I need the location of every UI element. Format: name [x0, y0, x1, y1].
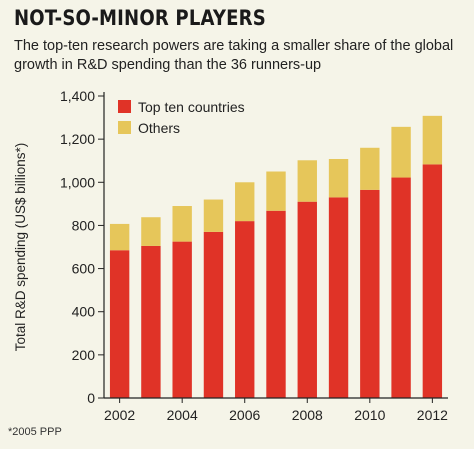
bar-top-ten-2009: [328, 197, 349, 398]
bar-top-ten-2008: [297, 201, 317, 398]
bar-top-ten-2002: [109, 250, 130, 398]
y-tick-label: 0: [87, 390, 95, 406]
y-tick-label: 1,000: [60, 174, 95, 190]
y-axis-title: Total R&D spending (US$ billions*): [13, 143, 28, 352]
bar-others-2003: [141, 217, 161, 246]
bar-others-2002: [109, 223, 130, 251]
bar-top-ten-2003: [141, 245, 161, 398]
y-tick-label: 1,400: [60, 88, 95, 104]
bar-top-ten-2011: [391, 177, 411, 398]
y-tick-label: 600: [72, 261, 96, 277]
bar-top-ten-2006: [235, 221, 255, 398]
bar-others-2007: [266, 171, 286, 211]
legend-label-others: Others: [138, 120, 180, 136]
bar-others-2004: [172, 206, 192, 242]
bar-others-2005: [203, 199, 224, 232]
bar-top-ten-2004: [172, 241, 192, 398]
y-tick-label: 200: [72, 347, 96, 363]
bar-top-ten-2010: [360, 189, 380, 398]
chart-subtitle: The top-ten research powers are taking a…: [14, 38, 454, 73]
x-tick-label: 2006: [229, 407, 260, 423]
bar-others-2008: [297, 160, 317, 202]
legend-swatch-others: [118, 121, 131, 134]
x-tick-label: 2010: [354, 407, 385, 423]
legend-swatch-top-ten: [118, 100, 131, 113]
bar-others-2006: [235, 182, 255, 222]
bar-others-2010: [360, 147, 380, 190]
x-tick-label: 2012: [417, 407, 448, 423]
bar-others-2011: [391, 126, 411, 178]
y-tick-label: 1,200: [60, 131, 95, 147]
x-tick-label: 2008: [292, 407, 323, 423]
bar-top-ten-2012: [422, 164, 443, 398]
legend-label-top-ten: Top ten countries: [138, 99, 245, 115]
y-tick-label: 400: [72, 304, 96, 320]
y-tick-label: 800: [72, 217, 96, 233]
bar-others-2009: [328, 158, 349, 198]
bar-others-2012: [422, 115, 443, 165]
x-tick-label: 2002: [104, 407, 135, 423]
footnote: *2005 PPP: [8, 426, 62, 438]
x-tick-label: 2004: [167, 407, 198, 423]
bar-top-ten-2005: [203, 231, 224, 398]
bar-top-ten-2007: [266, 210, 286, 398]
chart-title: NOT-SO-MINOR PLAYERS: [14, 6, 266, 30]
